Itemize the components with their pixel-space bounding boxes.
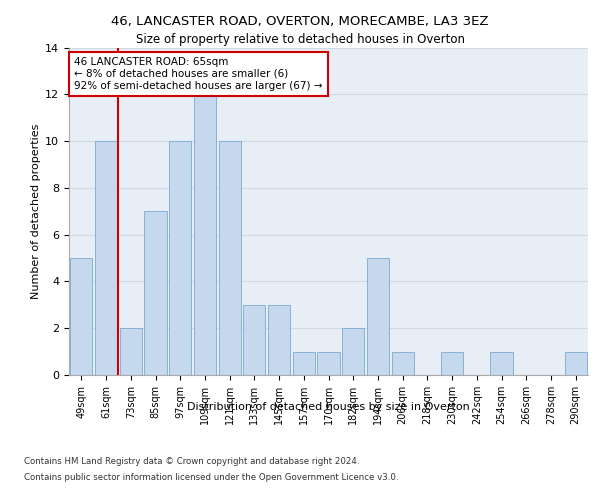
Bar bbox=[194, 94, 216, 375]
Text: Contains public sector information licensed under the Open Government Licence v3: Contains public sector information licen… bbox=[24, 472, 398, 482]
Text: Size of property relative to detached houses in Overton: Size of property relative to detached ho… bbox=[136, 32, 464, 46]
Bar bbox=[565, 352, 587, 375]
Bar bbox=[243, 305, 265, 375]
Bar bbox=[218, 141, 241, 375]
Bar bbox=[119, 328, 142, 375]
Text: 46 LANCASTER ROAD: 65sqm
← 8% of detached houses are smaller (6)
92% of semi-det: 46 LANCASTER ROAD: 65sqm ← 8% of detache… bbox=[74, 58, 323, 90]
Bar bbox=[317, 352, 340, 375]
Bar bbox=[392, 352, 414, 375]
Text: Contains HM Land Registry data © Crown copyright and database right 2024.: Contains HM Land Registry data © Crown c… bbox=[24, 458, 359, 466]
Bar bbox=[293, 352, 315, 375]
Text: Distribution of detached houses by size in Overton: Distribution of detached houses by size … bbox=[187, 402, 470, 412]
Bar bbox=[342, 328, 364, 375]
Bar bbox=[145, 211, 167, 375]
Bar bbox=[490, 352, 512, 375]
Bar bbox=[268, 305, 290, 375]
Bar bbox=[441, 352, 463, 375]
Y-axis label: Number of detached properties: Number of detached properties bbox=[31, 124, 41, 299]
Text: 46, LANCASTER ROAD, OVERTON, MORECAMBE, LA3 3EZ: 46, LANCASTER ROAD, OVERTON, MORECAMBE, … bbox=[111, 15, 489, 28]
Bar bbox=[70, 258, 92, 375]
Bar bbox=[95, 141, 117, 375]
Bar bbox=[169, 141, 191, 375]
Bar bbox=[367, 258, 389, 375]
